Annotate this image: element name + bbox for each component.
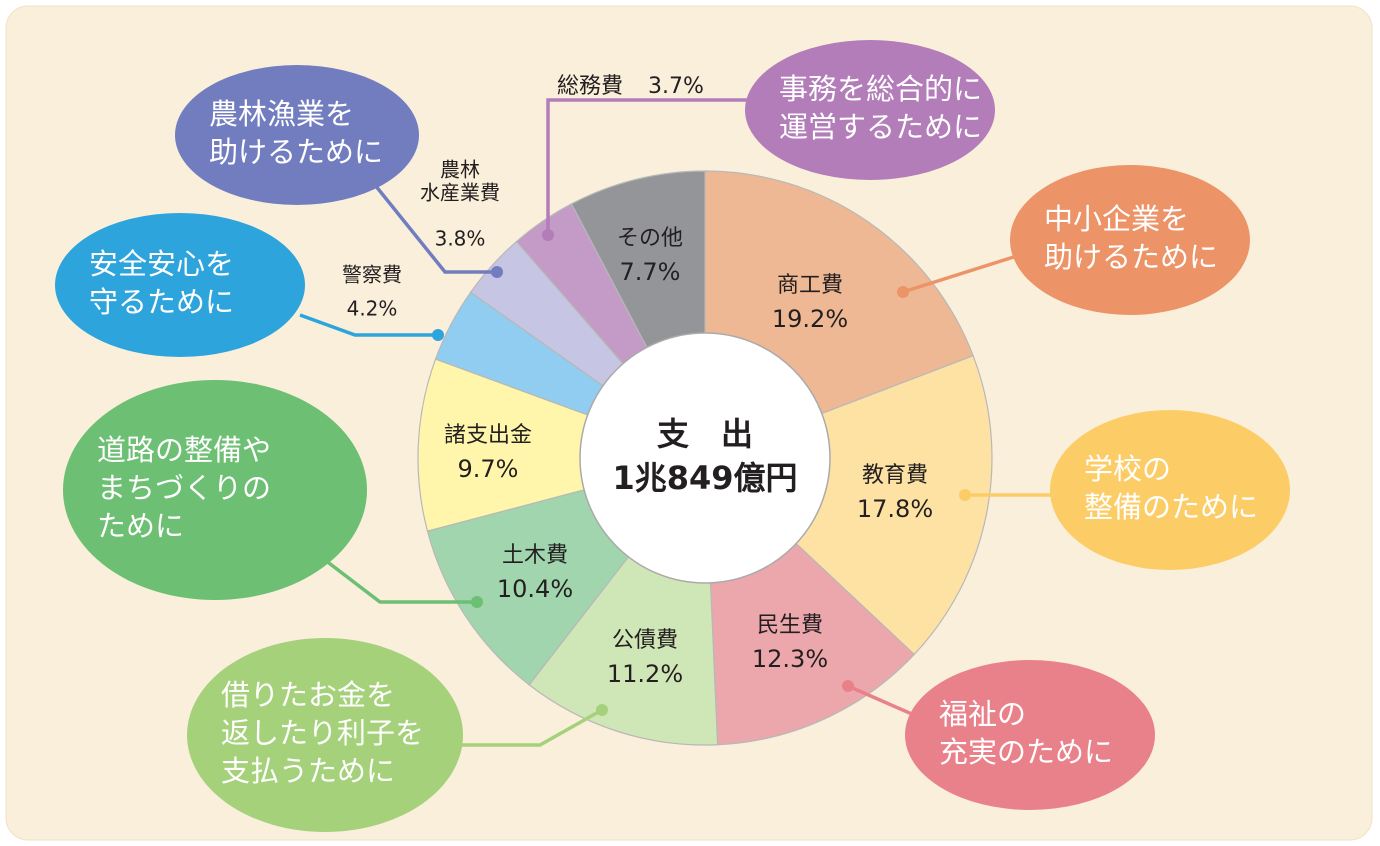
donut-segment — [417, 358, 707, 532]
callout-text: まちづくりの — [97, 471, 271, 505]
callout-dot — [471, 596, 483, 608]
donut-segment — [703, 354, 993, 656]
callout-line — [902, 253, 1021, 294]
segment-name: 土木費 — [502, 543, 568, 568]
callout-bubble — [745, 40, 995, 180]
segment-name: 諸支出金 — [444, 423, 532, 448]
segment-value: 17.8% — [857, 495, 933, 523]
segment-name: 農林水産業費 — [420, 157, 500, 204]
callout-bubble — [905, 660, 1155, 810]
segment-name: その他 — [617, 226, 683, 251]
segment-name: 商工費 — [777, 273, 843, 298]
callout-text: ために — [97, 509, 184, 543]
callout-dot — [959, 489, 971, 501]
callout-bubble — [1050, 410, 1290, 570]
callout-text: 借りたお金を — [221, 678, 395, 712]
callout-text: 事務を総合的に — [779, 72, 982, 106]
center-circle — [579, 332, 831, 584]
callout-text: 助けるために — [209, 135, 383, 169]
callout-text: 助けるために — [1044, 240, 1218, 274]
segment-value: 11.2% — [607, 660, 683, 688]
callout-bubble — [175, 65, 419, 205]
callout-text: 学校の — [1084, 452, 1171, 486]
segment-value: 12.3% — [752, 645, 828, 673]
callout-dot — [432, 329, 444, 341]
callout-dot — [842, 680, 854, 692]
callout-text: 守るために — [89, 285, 234, 319]
callout-text: 福祉の — [939, 697, 1026, 731]
callout-text: 返したり利子を — [221, 716, 424, 750]
callout-line — [430, 708, 603, 747]
segment-value: 10.4% — [497, 575, 573, 603]
callout-dot — [596, 704, 608, 716]
callout-text: 農林漁業を — [209, 97, 354, 131]
center-title: 支 出 — [657, 415, 753, 453]
callout-text: 整備のために — [1084, 490, 1258, 524]
segment-value: 7.7% — [620, 258, 681, 286]
callout-bubble — [63, 380, 367, 600]
callout-dot — [542, 229, 554, 241]
segment-name: 総務費 — [557, 74, 623, 99]
callout-dot — [491, 266, 503, 278]
callout-line — [373, 183, 497, 274]
callout-line — [546, 98, 750, 235]
segment-value: 4.2% — [347, 297, 398, 321]
center-subtitle: 1兆849億円 — [612, 459, 797, 497]
segment-value: 3.7% — [648, 74, 704, 99]
segment-name: 民生費 — [757, 613, 823, 638]
segment-value: 3.8% — [435, 227, 486, 251]
callout-dot — [897, 286, 909, 298]
callout-text: 安全安心を — [89, 247, 234, 281]
segment-value: 19.2% — [772, 305, 848, 333]
callout-text: 支払うために — [221, 754, 395, 788]
callout-text: 運営するために — [779, 110, 982, 144]
callout-text: 道路の整備や — [97, 433, 271, 467]
callout-line — [299, 313, 438, 337]
callout-bubble — [55, 213, 305, 357]
segment-name: 警察費 — [342, 263, 402, 287]
segment-name: 公債費 — [612, 628, 678, 653]
segment-value: 9.7% — [458, 455, 519, 483]
callout-text: 中小企業を — [1044, 202, 1189, 236]
callout-line — [323, 558, 477, 604]
callout-bubble — [187, 638, 463, 832]
callout-bubble — [1010, 165, 1250, 315]
callout-text: 充実のために — [939, 735, 1113, 769]
segment-name: 教育費 — [862, 463, 928, 488]
